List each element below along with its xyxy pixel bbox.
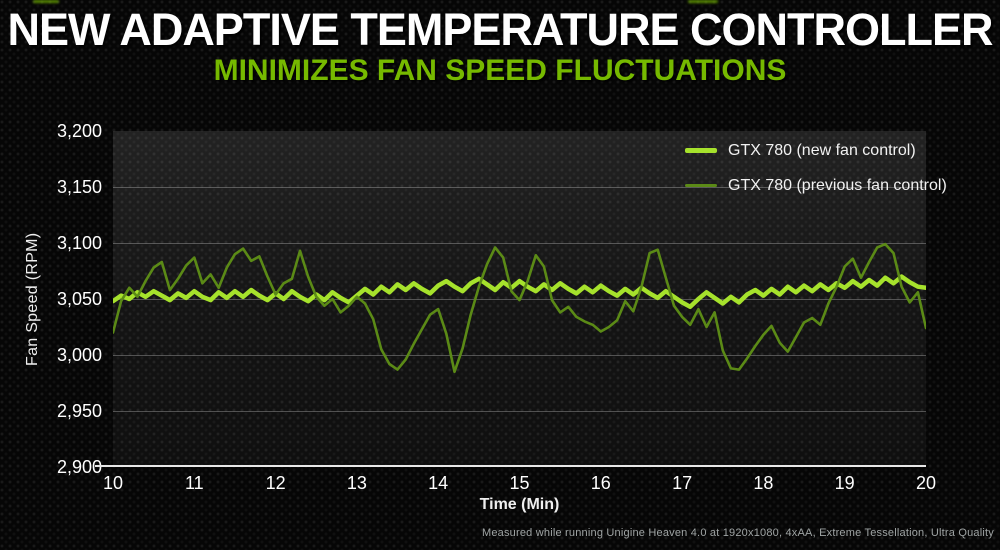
top-edge-glow-right <box>688 0 718 3</box>
gridline <box>113 187 926 188</box>
legend-swatch-previous <box>685 184 717 187</box>
series-svg <box>113 242 926 374</box>
y-tick-label: 3,100 <box>56 233 102 253</box>
legend-label-new: GTX 780 (new fan control) <box>728 141 916 159</box>
y-tick-label: 3,000 <box>56 345 102 365</box>
x-tick-label: 13 <box>346 473 367 493</box>
x-tick-label: 16 <box>590 473 611 493</box>
gridline <box>113 243 926 244</box>
x-tick-label: 17 <box>672 473 693 493</box>
series-line <box>113 242 926 374</box>
x-tick-label: 15 <box>509 473 530 493</box>
x-tick-label: 20 <box>915 473 937 493</box>
y-tick-label: 3,050 <box>56 289 102 309</box>
y-tick-label: 3,200 <box>56 121 102 141</box>
x-tick-label: 14 <box>428 473 449 493</box>
x-tick-label: 19 <box>834 473 855 493</box>
plot-area: GTX 780 (new fan control) GTX 780 (previ… <box>113 131 947 467</box>
page-subtitle: MINIMIZES FAN SPEED FLUCTUATIONS <box>213 54 787 87</box>
x-tick-label: 10 <box>102 473 124 493</box>
legend-item-previous: GTX 780 (previous fan control) <box>685 168 947 203</box>
legend-item-new: GTX 780 (new fan control) <box>685 133 947 168</box>
x-axis-title: Time (Min) <box>479 496 560 513</box>
gridline <box>113 355 926 356</box>
series-line <box>113 274 926 310</box>
footnote: Measured while running Unigine Heaven 4.… <box>481 527 994 539</box>
x-tick-label: 12 <box>265 473 286 493</box>
legend: GTX 780 (new fan control) GTX 780 (previ… <box>685 133 947 203</box>
x-tick-label: 18 <box>753 473 774 493</box>
legend-label-previous: GTX 780 (previous fan control) <box>728 176 947 194</box>
x-axis-line <box>95 465 926 467</box>
top-edge-glow-left <box>33 0 59 3</box>
y-tick-label: 2,900 <box>56 457 102 477</box>
x-tick-label: 11 <box>184 473 204 493</box>
page-title: NEW ADAPTIVE TEMPERATURE CONTROLLER <box>7 4 994 55</box>
legend-swatch-new <box>685 148 717 153</box>
y-tick-label: 3,150 <box>56 177 102 197</box>
gridline <box>113 411 926 412</box>
y-tick-label: 2,950 <box>56 401 102 421</box>
